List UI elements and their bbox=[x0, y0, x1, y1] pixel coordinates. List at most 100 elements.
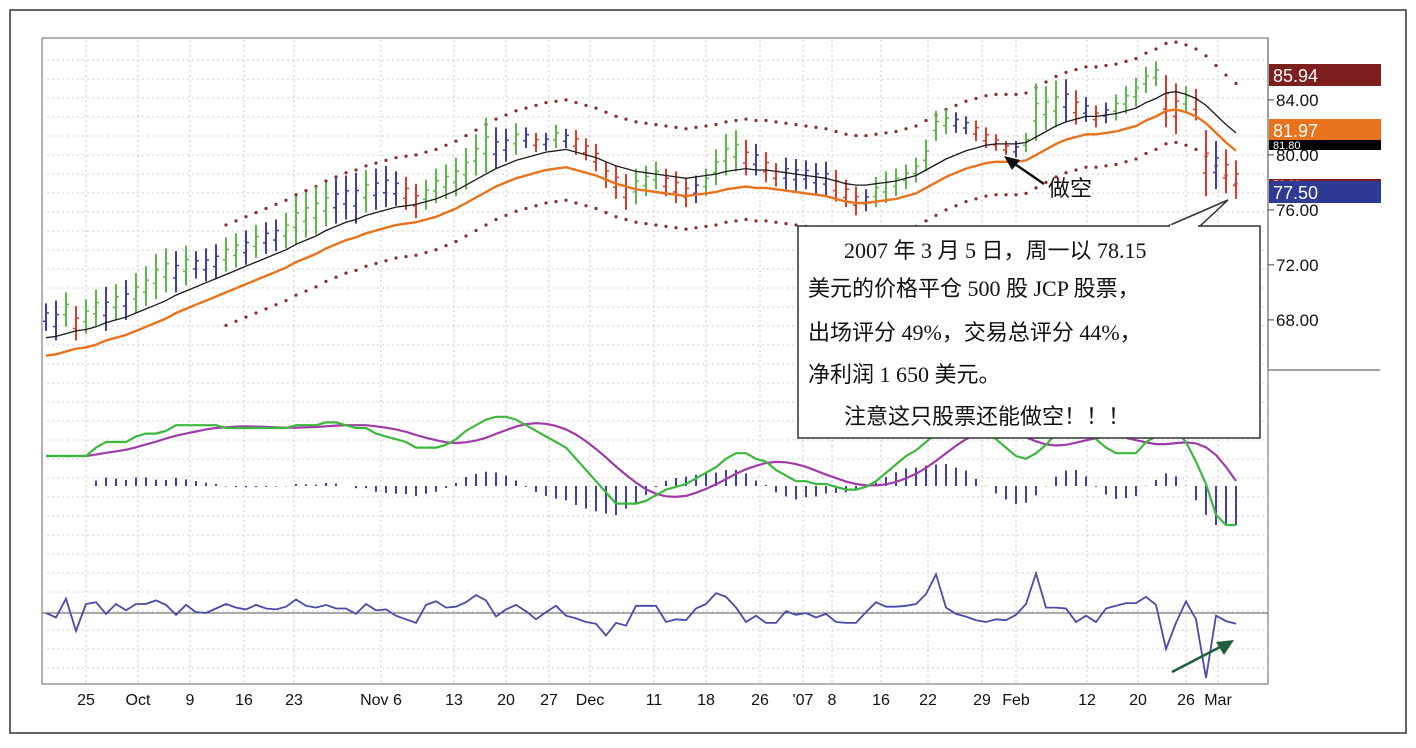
lower-envelope-dot bbox=[534, 204, 538, 208]
x-tick-label: 16 bbox=[235, 692, 253, 709]
lower-envelope-dot bbox=[364, 264, 368, 268]
upper-envelope-dot bbox=[584, 103, 588, 107]
macd-line bbox=[46, 415, 1236, 527]
lower-envelope-dot bbox=[1054, 175, 1058, 179]
upper-envelope-dot bbox=[1144, 51, 1148, 55]
upper-envelope-dot bbox=[474, 128, 478, 132]
upper-envelope-dot bbox=[374, 161, 378, 165]
lower-envelope-dot bbox=[1094, 165, 1098, 169]
force-arrow-line bbox=[1171, 644, 1223, 674]
upper-envelope-dot bbox=[564, 98, 568, 102]
lower-envelope-dot bbox=[414, 253, 418, 257]
upper-envelope-dot bbox=[614, 114, 618, 118]
lower-envelope-dot bbox=[624, 217, 628, 222]
upper-envelope-dot bbox=[814, 125, 818, 129]
upper-envelope-dot bbox=[244, 215, 248, 219]
upper-envelope-dot bbox=[444, 143, 448, 147]
x-tick-label: 12 bbox=[1078, 692, 1096, 709]
upper-envelope-dot bbox=[664, 124, 668, 128]
upper-envelope-dot bbox=[364, 164, 368, 168]
upper-envelope-dot bbox=[1234, 81, 1238, 85]
upper-envelope-dot bbox=[234, 219, 238, 223]
lower-envelope-dot bbox=[324, 279, 328, 283]
upper-envelope-dot bbox=[324, 179, 328, 183]
lower-envelope-dot bbox=[784, 222, 788, 226]
upper-envelope-dot bbox=[824, 127, 828, 131]
lower-envelope-dot bbox=[1084, 165, 1088, 169]
upper-envelope-dot bbox=[454, 139, 458, 143]
x-tick-label: 26 bbox=[1177, 692, 1195, 709]
price-badge bbox=[1269, 140, 1381, 150]
lower-envelope-dot bbox=[294, 293, 298, 297]
short-label: 做空 bbox=[1048, 176, 1092, 201]
upper-envelope-dot bbox=[994, 92, 998, 96]
upper-envelope-dot bbox=[844, 132, 848, 136]
lower-envelope-dot bbox=[304, 289, 308, 293]
upper-envelope-dot bbox=[1094, 65, 1098, 69]
x-tick-label: 29 bbox=[973, 692, 991, 709]
lower-envelope-dot bbox=[944, 208, 948, 212]
upper-envelope-dot bbox=[1044, 80, 1048, 84]
upper-envelope-dot bbox=[1224, 73, 1228, 77]
x-tick-label: 11 bbox=[646, 692, 663, 709]
x-tick-label: 25 bbox=[77, 692, 95, 709]
lower-envelope-dot bbox=[644, 222, 648, 226]
force-arrow-head bbox=[1216, 640, 1234, 655]
lower-envelope-dot bbox=[954, 204, 958, 208]
upper-envelope-dot bbox=[544, 101, 548, 105]
upper-envelope-dot bbox=[1184, 43, 1188, 47]
upper-envelope-dot bbox=[964, 99, 968, 103]
upper-envelope-dot bbox=[724, 120, 728, 124]
force-index-panel bbox=[45, 570, 1237, 679]
upper-envelope-dot bbox=[834, 129, 838, 134]
force-arrow bbox=[1171, 640, 1234, 674]
lower-envelope-dot bbox=[524, 206, 528, 211]
lower-envelope-dot bbox=[484, 223, 488, 227]
note-line-3: 出场评分 49%，交易总评分 44%， bbox=[808, 320, 1142, 345]
fast-moving-average bbox=[45, 90, 1237, 339]
upper-envelope-dot bbox=[1074, 68, 1078, 72]
lower-envelope-dot bbox=[1194, 147, 1198, 151]
lower-envelope-dot bbox=[684, 227, 688, 231]
upper-envelope-dot bbox=[264, 206, 268, 211]
upper-envelope-dot bbox=[604, 110, 608, 114]
upper-envelope-dot bbox=[654, 123, 658, 127]
lower-envelope-dot bbox=[244, 315, 248, 319]
lower-envelope-dot bbox=[1164, 142, 1168, 146]
upper-envelope-dot bbox=[504, 113, 508, 117]
upper-envelope-dot bbox=[774, 120, 778, 124]
upper-envelope-dot bbox=[494, 117, 498, 121]
upper-envelope-dot bbox=[354, 168, 358, 172]
upper-envelope-dot bbox=[524, 106, 528, 110]
note-line-4: 净利润 1 650 美元。 bbox=[808, 362, 1001, 387]
price-tick-label: 72.00 bbox=[1276, 256, 1319, 275]
upper-envelope-dot bbox=[254, 211, 258, 215]
lower-envelope-dot bbox=[1174, 140, 1178, 145]
upper-envelope-dot bbox=[1194, 47, 1198, 51]
x-tick-label: 16 bbox=[872, 692, 890, 709]
upper-envelope-dot bbox=[434, 147, 438, 151]
lower-envelope-dot bbox=[724, 220, 728, 224]
upper-envelope-dot bbox=[644, 121, 648, 125]
lower-envelope-dot bbox=[1144, 151, 1148, 156]
lower-envelope-dot bbox=[224, 323, 228, 327]
outer-frame bbox=[9, 9, 1407, 734]
lower-envelope-dot bbox=[794, 223, 798, 227]
upper-envelope-dot bbox=[854, 134, 858, 138]
price-badge-label: 81.80 bbox=[1273, 140, 1301, 152]
lower-envelope-dot bbox=[454, 239, 458, 244]
upper-envelope-dot bbox=[424, 150, 428, 154]
lower-envelope-dot bbox=[674, 226, 678, 230]
upper-envelope-dot bbox=[634, 120, 638, 124]
lower-envelope-dot bbox=[994, 193, 998, 197]
upper-envelope-dot bbox=[1014, 92, 1018, 96]
upper-envelope-dot bbox=[804, 124, 808, 128]
lower-envelope-dot bbox=[654, 223, 658, 227]
upper-envelope-dot bbox=[984, 94, 988, 98]
upper-envelope-dot bbox=[1084, 65, 1088, 69]
upper-envelope-dot bbox=[704, 124, 708, 128]
lower-envelope-dot bbox=[1074, 168, 1078, 172]
upper-envelope-dot bbox=[1134, 57, 1138, 61]
